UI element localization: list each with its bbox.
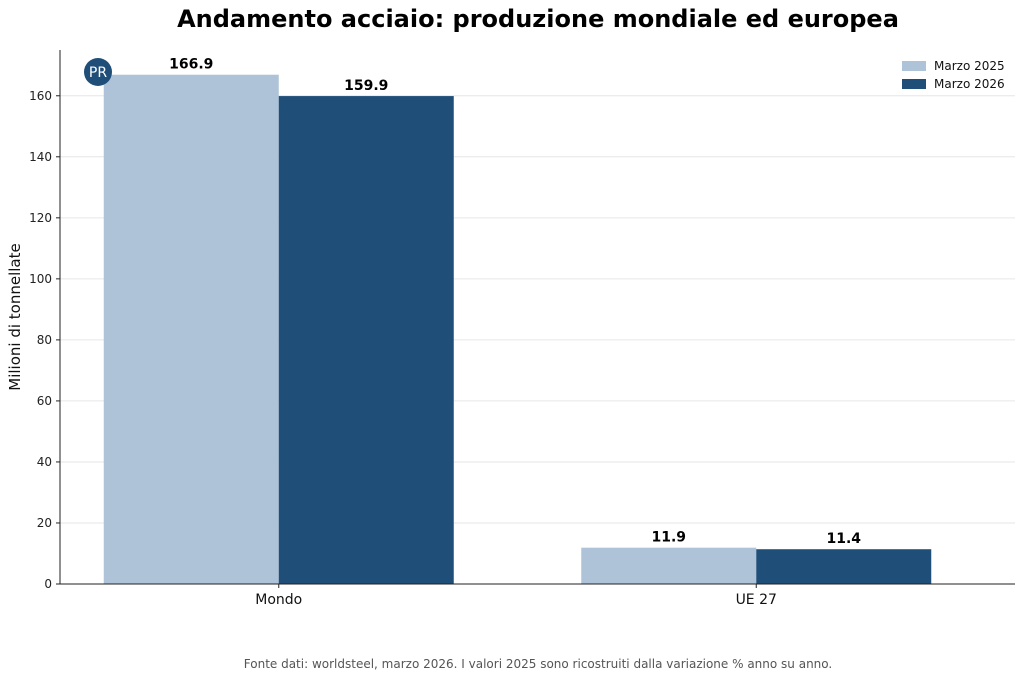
y-tick-label: 0 [44, 577, 52, 591]
y-tick-label: 80 [37, 333, 52, 347]
data-label: 159.9 [344, 78, 388, 94]
data-label: 11.4 [826, 531, 861, 547]
legend-swatch [902, 79, 926, 89]
logo-circle [84, 58, 112, 86]
legend: Marzo 2025 Marzo 2026 [902, 59, 1005, 91]
x-ticks: Mondo UE 27 [255, 584, 777, 608]
data-label: 166.9 [169, 57, 213, 73]
x-tick-label: UE 27 [736, 592, 777, 608]
bar [103, 74, 279, 585]
axes [59, 50, 1015, 585]
bars [103, 74, 932, 585]
source-note: Fonte dati: worldsteel, marzo 2026. I va… [244, 657, 832, 671]
bar [756, 549, 932, 584]
y-tick-label: 160 [29, 89, 52, 103]
y-ticks: 0 20 40 60 80 100 120 140 160 [29, 89, 60, 591]
legend-swatch [902, 61, 926, 71]
y-tick-label: 60 [37, 394, 52, 408]
bar [581, 547, 757, 584]
data-label: 11.9 [651, 530, 686, 546]
legend-label: Marzo 2026 [934, 77, 1005, 91]
y-tick-label: 120 [29, 211, 52, 225]
y-tick-label: 40 [37, 455, 52, 469]
logo-text: PR [89, 65, 107, 81]
data-labels: 166.9 159.9 11.9 11.4 [169, 57, 861, 547]
x-tick-label: Mondo [255, 592, 302, 608]
bar [278, 96, 454, 584]
logo-badge: PR [84, 58, 112, 86]
y-tick-label: 140 [29, 150, 52, 164]
legend-label: Marzo 2025 [934, 59, 1005, 73]
y-axis-label: Milioni di tonnellate [6, 243, 24, 390]
y-tick-label: 20 [37, 516, 52, 530]
chart-title: Andamento acciaio: produzione mondiale e… [177, 5, 899, 33]
y-tick-label: 100 [29, 272, 52, 286]
